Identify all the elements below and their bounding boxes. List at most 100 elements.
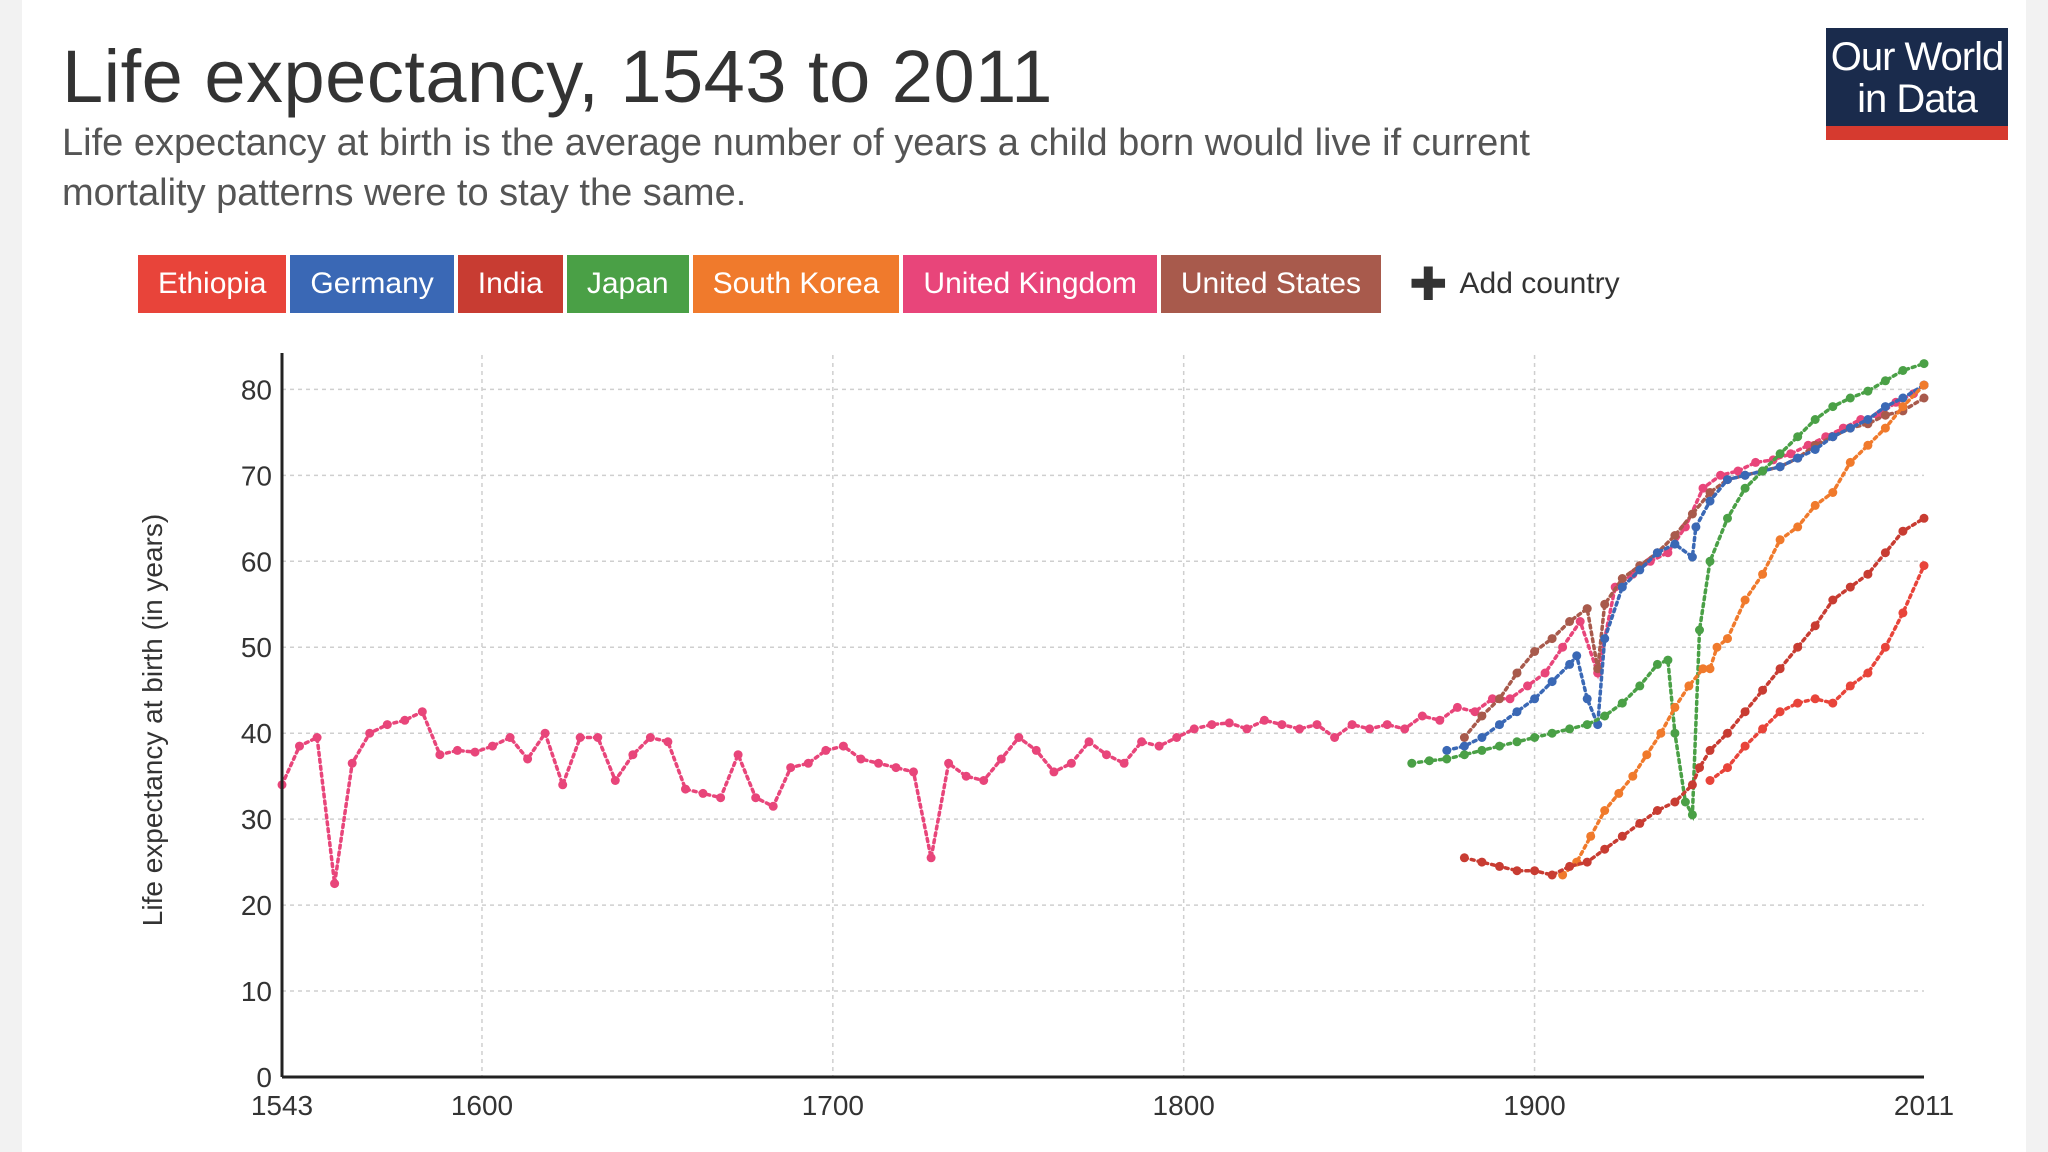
data-point-germany[interactable]	[1898, 393, 1908, 403]
data-point-ethiopia[interactable]	[1828, 698, 1838, 708]
data-point-united-kingdom[interactable]	[1680, 522, 1690, 532]
data-point-united-kingdom[interactable]	[874, 758, 883, 768]
data-point-united-kingdom[interactable]	[1259, 715, 1269, 725]
data-point-germany[interactable]	[1547, 677, 1557, 687]
data-point-india[interactable]	[1547, 870, 1557, 880]
data-point-japan[interactable]	[1898, 366, 1908, 375]
data-point-united-kingdom[interactable]	[1382, 720, 1392, 730]
data-point-japan[interactable]	[1880, 376, 1890, 386]
data-point-united-kingdom[interactable]	[821, 745, 831, 755]
data-point-united-kingdom[interactable]	[330, 879, 340, 889]
data-point-germany[interactable]	[1442, 745, 1452, 755]
data-point-india[interactable]	[1670, 797, 1680, 807]
data-point-united-kingdom[interactable]	[681, 784, 690, 794]
data-point-ethiopia[interactable]	[1723, 763, 1732, 773]
data-point-japan[interactable]	[1810, 415, 1820, 424]
data-point-united-kingdom[interactable]	[575, 733, 585, 742]
data-point-japan[interactable]	[1828, 402, 1838, 412]
data-point-germany[interactable]	[1600, 634, 1610, 644]
data-point-united-kingdom[interactable]	[1172, 733, 1182, 742]
data-point-united-kingdom[interactable]	[382, 720, 392, 730]
data-point-united-kingdom[interactable]	[417, 707, 427, 717]
data-point-south-korea[interactable]	[1919, 380, 1929, 390]
country-tab-united-kingdom[interactable]: United Kingdom	[903, 255, 1157, 313]
data-point-japan[interactable]	[1547, 728, 1557, 738]
data-point-japan[interactable]	[1670, 728, 1680, 738]
data-point-united-kingdom[interactable]	[435, 750, 445, 760]
data-point-united-kingdom[interactable]	[1242, 724, 1252, 734]
data-point-united-states[interactable]	[1617, 574, 1627, 583]
data-point-japan[interactable]	[1424, 756, 1434, 766]
data-point-united-states[interactable]	[1600, 599, 1610, 609]
data-point-india[interactable]	[1459, 853, 1469, 863]
data-point-japan[interactable]	[1740, 483, 1750, 493]
data-point-united-states[interactable]	[1565, 617, 1575, 626]
data-point-ethiopia[interactable]	[1705, 776, 1715, 785]
data-point-united-states[interactable]	[1593, 664, 1603, 674]
data-point-japan[interactable]	[1695, 625, 1704, 635]
data-point-united-kingdom[interactable]	[698, 788, 708, 798]
data-point-india[interactable]	[1600, 844, 1610, 854]
data-point-germany[interactable]	[1793, 453, 1803, 463]
data-point-india[interactable]	[1775, 664, 1785, 674]
data-point-japan[interactable]	[1758, 466, 1768, 476]
data-point-germany[interactable]	[1459, 741, 1469, 751]
data-point-united-kingdom[interactable]	[1312, 720, 1322, 730]
data-point-united-kingdom[interactable]	[1295, 724, 1304, 734]
data-point-germany[interactable]	[1582, 694, 1592, 704]
data-point-japan[interactable]	[1512, 737, 1522, 747]
data-point-india[interactable]	[1695, 763, 1704, 773]
owid-logo[interactable]: Our World in Data	[1826, 28, 2008, 140]
data-point-japan[interactable]	[1565, 724, 1575, 734]
country-tab-japan[interactable]: Japan	[566, 255, 689, 313]
data-point-south-korea[interactable]	[1628, 771, 1638, 781]
data-point-india[interactable]	[1635, 818, 1645, 828]
data-point-india[interactable]	[1880, 548, 1890, 558]
data-point-united-kingdom[interactable]	[1119, 758, 1129, 768]
data-point-ethiopia[interactable]	[1845, 681, 1855, 691]
data-point-united-kingdom[interactable]	[452, 745, 462, 755]
data-point-south-korea[interactable]	[1642, 750, 1652, 760]
data-point-japan[interactable]	[1652, 659, 1662, 669]
data-point-japan[interactable]	[1407, 758, 1417, 768]
data-point-japan[interactable]	[1705, 556, 1715, 566]
data-point-germany[interactable]	[1617, 582, 1627, 592]
data-point-germany[interactable]	[1530, 694, 1540, 704]
data-point-united-kingdom[interactable]	[1066, 758, 1076, 768]
data-point-india[interactable]	[1828, 595, 1838, 605]
data-point-germany[interactable]	[1845, 423, 1855, 433]
data-point-germany[interactable]	[1477, 733, 1487, 742]
data-point-south-korea[interactable]	[1775, 535, 1785, 545]
data-point-south-korea[interactable]	[1684, 681, 1694, 691]
data-point-japan[interactable]	[1919, 359, 1929, 369]
data-point-india[interactable]	[1740, 707, 1750, 717]
data-point-germany[interactable]	[1828, 432, 1838, 442]
data-point-united-kingdom[interactable]	[856, 754, 866, 764]
data-point-united-kingdom[interactable]	[1558, 642, 1568, 652]
data-point-united-kingdom[interactable]	[1347, 720, 1357, 730]
data-point-ethiopia[interactable]	[1758, 724, 1768, 734]
data-point-united-kingdom[interactable]	[1189, 724, 1199, 734]
data-point-united-kingdom[interactable]	[944, 758, 954, 768]
data-point-japan[interactable]	[1863, 386, 1873, 396]
data-point-ethiopia[interactable]	[1775, 707, 1785, 717]
data-point-united-kingdom[interactable]	[838, 741, 848, 751]
data-point-united-kingdom[interactable]	[996, 754, 1006, 764]
data-point-japan[interactable]	[1600, 711, 1610, 721]
data-point-india[interactable]	[1705, 745, 1715, 755]
data-point-germany[interactable]	[1512, 707, 1522, 717]
data-point-india[interactable]	[1617, 831, 1627, 841]
data-point-ethiopia[interactable]	[1919, 561, 1929, 571]
data-point-japan[interactable]	[1775, 449, 1785, 459]
data-point-united-states[interactable]	[1547, 634, 1557, 644]
data-point-united-kingdom[interactable]	[803, 758, 813, 768]
data-point-japan[interactable]	[1495, 741, 1504, 751]
data-point-united-kingdom[interactable]	[926, 853, 936, 863]
data-point-south-korea[interactable]	[1758, 569, 1768, 579]
data-point-united-states[interactable]	[1530, 647, 1540, 656]
data-point-india[interactable]	[1565, 861, 1575, 871]
data-point-united-kingdom[interactable]	[1540, 668, 1550, 678]
data-point-ethiopia[interactable]	[1793, 698, 1803, 708]
data-point-south-korea[interactable]	[1670, 702, 1680, 712]
data-point-india[interactable]	[1687, 780, 1697, 790]
